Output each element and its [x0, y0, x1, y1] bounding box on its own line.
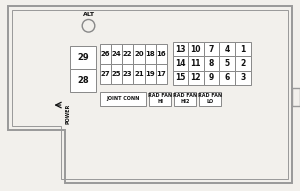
Bar — [100, 44, 111, 64]
Text: 5: 5 — [224, 59, 230, 68]
Text: 9: 9 — [209, 73, 214, 82]
Text: 24: 24 — [112, 51, 122, 57]
Bar — [219, 56, 235, 71]
Bar — [204, 71, 219, 85]
Text: POWER: POWER — [65, 104, 70, 124]
Text: 19: 19 — [146, 71, 155, 77]
Bar — [122, 44, 134, 64]
Text: 11: 11 — [191, 59, 201, 68]
Bar — [292, 88, 300, 106]
Bar — [188, 71, 204, 85]
Text: 23: 23 — [123, 71, 133, 77]
Bar — [134, 44, 145, 64]
Text: 1: 1 — [240, 45, 245, 54]
Bar — [100, 64, 111, 84]
Bar — [172, 42, 188, 56]
Text: 13: 13 — [175, 45, 185, 54]
Text: 8: 8 — [209, 59, 214, 68]
Bar — [149, 92, 171, 106]
Text: 3: 3 — [240, 73, 245, 82]
Bar — [219, 42, 235, 56]
Text: 15: 15 — [175, 73, 185, 82]
Bar — [172, 71, 188, 85]
Text: 14: 14 — [175, 59, 185, 68]
Bar — [172, 56, 188, 71]
Text: RAD FAN
LO: RAD FAN LO — [198, 93, 222, 104]
Text: 4: 4 — [224, 45, 230, 54]
Text: 6: 6 — [224, 73, 230, 82]
Text: 20: 20 — [134, 51, 144, 57]
Text: RAD FAN
HI2: RAD FAN HI2 — [173, 93, 197, 104]
Text: 16: 16 — [157, 51, 166, 57]
Text: 12: 12 — [191, 73, 201, 82]
Bar — [70, 46, 96, 69]
Bar — [100, 92, 146, 106]
Polygon shape — [8, 6, 292, 183]
Text: 27: 27 — [100, 71, 110, 77]
Bar — [199, 92, 221, 106]
Bar — [235, 71, 250, 85]
Text: 26: 26 — [100, 51, 110, 57]
Text: RAD FAN
HI: RAD FAN HI — [148, 93, 172, 104]
Text: 7: 7 — [209, 45, 214, 54]
Bar — [174, 92, 196, 106]
Bar — [122, 64, 134, 84]
Text: 2: 2 — [240, 59, 245, 68]
Text: JOINT CONN: JOINT CONN — [106, 96, 140, 101]
Text: 21: 21 — [134, 71, 144, 77]
Bar — [204, 42, 219, 56]
Bar — [219, 71, 235, 85]
Bar — [111, 44, 122, 64]
Bar — [235, 56, 250, 71]
Text: 22: 22 — [123, 51, 133, 57]
Bar — [156, 64, 167, 84]
Text: 10: 10 — [191, 45, 201, 54]
Text: 29: 29 — [77, 53, 88, 62]
Bar — [235, 42, 250, 56]
Text: ALT: ALT — [82, 12, 94, 18]
Bar — [188, 56, 204, 71]
Bar — [204, 56, 219, 71]
Text: 25: 25 — [112, 71, 121, 77]
Bar — [145, 64, 156, 84]
Text: 17: 17 — [157, 71, 166, 77]
Bar — [145, 44, 156, 64]
Text: 28: 28 — [77, 76, 88, 85]
Bar — [111, 64, 122, 84]
Bar — [156, 44, 167, 64]
Text: 18: 18 — [146, 51, 155, 57]
Bar — [70, 69, 96, 92]
Bar — [188, 42, 204, 56]
Bar — [134, 64, 145, 84]
